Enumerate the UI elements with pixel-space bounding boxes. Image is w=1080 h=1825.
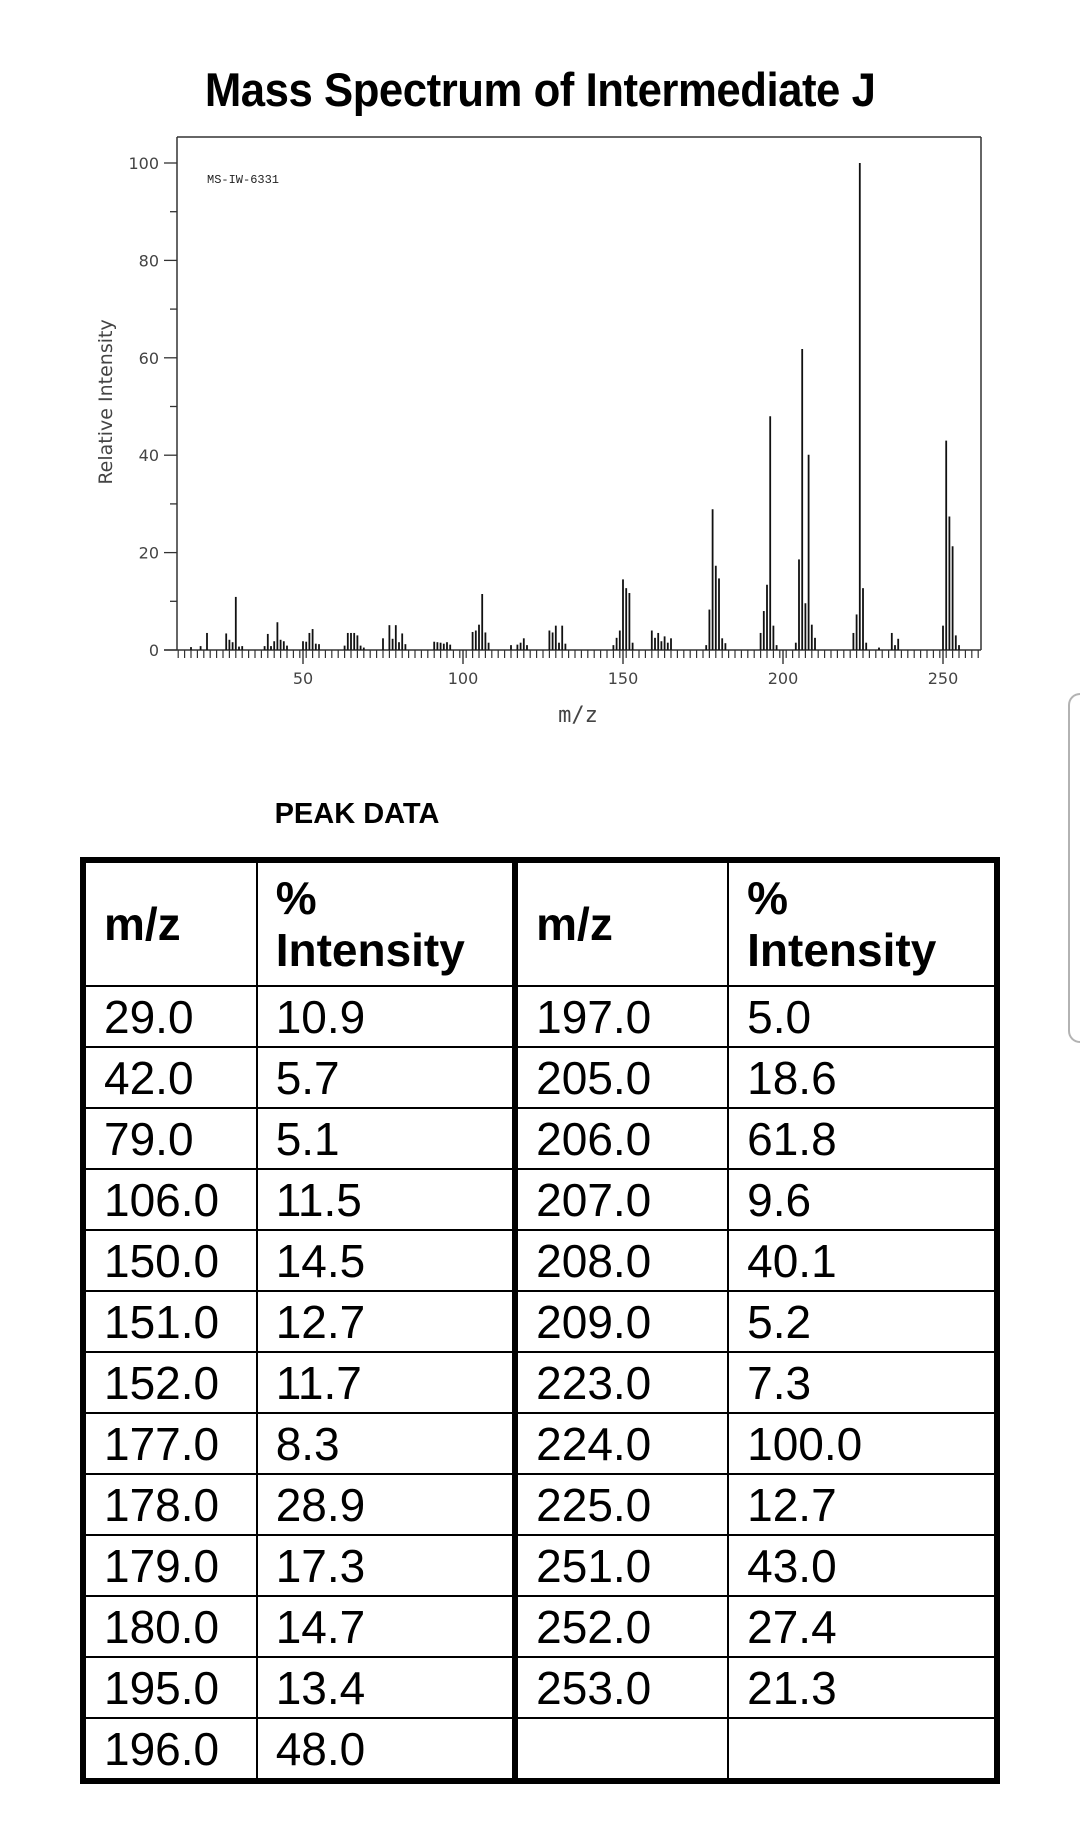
peak-data-table: m/z % Intensity m/z % Intensity 29.0 10.9 19… xyxy=(80,857,1000,1784)
cell-intensity: 8.3 xyxy=(255,1412,517,1475)
cell-intensity: 5.1 xyxy=(255,1107,517,1170)
y-tick-label: 100 xyxy=(128,154,159,173)
chart-title: Mass Spectrum of Intermediate J xyxy=(204,63,876,116)
cell-intensity: 11.5 xyxy=(255,1168,517,1231)
cell-mz: 42.0 xyxy=(82,1046,258,1109)
cell-mz: 252.0 xyxy=(512,1595,730,1658)
header-percent: % xyxy=(275,872,317,924)
cell-mz: 180.0 xyxy=(82,1595,258,1658)
cell-intensity: 40.1 xyxy=(727,1229,998,1292)
peak-bars xyxy=(190,163,960,650)
sample-id-annotation: MS-IW-6331 xyxy=(207,173,279,187)
peak-data-heading: PEAK DATA xyxy=(274,798,440,830)
y-tick-label: 20 xyxy=(139,544,159,563)
cell-mz: 177.0 xyxy=(82,1412,258,1475)
cell-mz: 195.0 xyxy=(82,1656,258,1719)
header-intensity: Intensity xyxy=(747,924,937,976)
cell-mz: 206.0 xyxy=(512,1107,730,1170)
cell-mz: 151.0 xyxy=(82,1290,258,1353)
cell-intensity: 14.5 xyxy=(255,1229,517,1292)
cell-mz: 179.0 xyxy=(82,1534,258,1597)
cell-mz: 152.0 xyxy=(82,1351,258,1414)
table-row: 42.0 5.7 205.0 18.6 xyxy=(82,1046,998,1109)
x-tick-label: 100 xyxy=(448,669,479,688)
table-row: 179.0 17.3 251.0 43.0 xyxy=(82,1534,998,1597)
header-percent: % xyxy=(747,872,789,924)
cell-intensity: 12.7 xyxy=(255,1290,517,1353)
table-row: 178.0 28.9 225.0 12.7 xyxy=(82,1473,998,1536)
table-row: 177.0 8.3 224.0 100.0 xyxy=(82,1412,998,1475)
table-row: 180.0 14.7 252.0 27.4 xyxy=(82,1595,998,1658)
y-tick-label: 60 xyxy=(139,349,159,368)
cell-intensity: 100.0 xyxy=(727,1412,998,1475)
cell-mz: 150.0 xyxy=(82,1229,258,1292)
header-mz-left: m/z xyxy=(82,859,258,987)
x-tick-label: 150 xyxy=(608,669,639,688)
cell-intensity: 21.3 xyxy=(727,1656,998,1719)
cell-mz: 79.0 xyxy=(82,1107,258,1170)
cell-mz: 106.0 xyxy=(82,1168,258,1231)
cell-mz: 209.0 xyxy=(512,1290,730,1353)
cell-intensity: 18.6 xyxy=(727,1046,998,1109)
cell-mz: 196.0 xyxy=(82,1717,258,1782)
cell-intensity: 48.0 xyxy=(255,1717,517,1782)
cell-intensity: 10.9 xyxy=(255,985,517,1048)
table-row: 106.0 11.5 207.0 9.6 xyxy=(82,1168,998,1231)
table-row: 152.0 11.7 223.0 7.3 xyxy=(82,1351,998,1414)
header-mz-right: m/z xyxy=(512,859,730,987)
mass-spectrum-chart: 0 20 40 60 80 100 50 100 150 200 250 MS-IW-6331 R… xyxy=(95,136,982,728)
table-row: 195.0 13.4 253.0 21.3 xyxy=(82,1656,998,1719)
table-row: 79.0 5.1 206.0 61.8 xyxy=(82,1107,998,1170)
cell-mz: 205.0 xyxy=(512,1046,730,1109)
cell-mz: 208.0 xyxy=(512,1229,730,1292)
header-intensity-left: % Intensity xyxy=(255,859,517,987)
cell-intensity: 12.7 xyxy=(727,1473,998,1536)
cell-mz: 207.0 xyxy=(512,1168,730,1231)
cell-mz: 223.0 xyxy=(512,1351,730,1414)
cell-intensity: 5.7 xyxy=(255,1046,517,1109)
header-intensity: Intensity xyxy=(275,924,465,976)
cell-mz xyxy=(512,1717,730,1782)
cell-intensity: 9.6 xyxy=(727,1168,998,1231)
cell-mz: 253.0 xyxy=(512,1656,730,1719)
cell-intensity: 7.3 xyxy=(727,1351,998,1414)
table-header-row: m/z % Intensity m/z % Intensity xyxy=(82,859,998,987)
y-tick-label: 40 xyxy=(139,446,159,465)
y-tick-label: 80 xyxy=(139,251,159,270)
plot-frame xyxy=(176,136,982,650)
table-row: 29.0 10.9 197.0 5.0 xyxy=(82,985,998,1048)
x-axis-label: m/z xyxy=(558,703,598,728)
table-row: 151.0 12.7 209.0 5.2 xyxy=(82,1290,998,1353)
cell-intensity: 61.8 xyxy=(727,1107,998,1170)
table-row: 196.0 48.0 xyxy=(82,1717,998,1782)
cell-mz: 197.0 xyxy=(512,985,730,1048)
cell-intensity: 11.7 xyxy=(255,1351,517,1414)
cell-intensity: 43.0 xyxy=(727,1534,998,1597)
cell-mz: 251.0 xyxy=(512,1534,730,1597)
table-row: 150.0 14.5 208.0 40.1 xyxy=(82,1229,998,1292)
x-tick-label: 250 xyxy=(928,669,959,688)
cell-mz: 225.0 xyxy=(512,1473,730,1536)
header-intensity-right: % Intensity xyxy=(727,859,998,987)
side-panel-handle[interactable] xyxy=(1068,693,1080,1043)
y-axis: 0 20 40 60 80 100 xyxy=(128,154,177,660)
y-axis-label: Relative Intensity xyxy=(95,319,117,484)
cell-intensity: 14.7 xyxy=(255,1595,517,1658)
cell-intensity: 28.9 xyxy=(255,1473,517,1536)
cell-intensity: 5.0 xyxy=(727,985,998,1048)
cell-mz: 178.0 xyxy=(82,1473,258,1536)
cell-intensity: 27.4 xyxy=(727,1595,998,1658)
cell-intensity: 13.4 xyxy=(255,1656,517,1719)
cell-intensity: 17.3 xyxy=(255,1534,517,1597)
y-tick-label: 0 xyxy=(149,641,159,660)
x-axis: 50 100 150 200 250 xyxy=(164,649,981,688)
cell-intensity: 5.2 xyxy=(727,1290,998,1353)
cell-intensity xyxy=(727,1717,998,1782)
x-tick-label: 200 xyxy=(768,669,799,688)
cell-mz: 29.0 xyxy=(82,985,258,1048)
x-tick-label: 50 xyxy=(293,669,313,688)
cell-mz: 224.0 xyxy=(512,1412,730,1475)
